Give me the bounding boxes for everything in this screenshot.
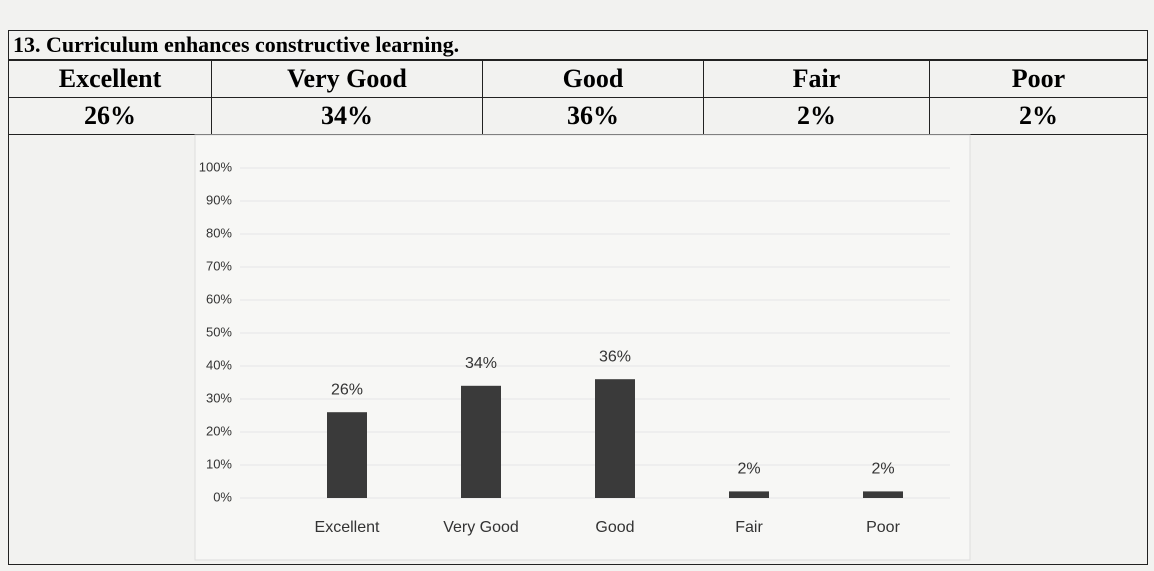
- response-table: Excellent Very Good Good Fair Poor 26% 3…: [9, 60, 1147, 135]
- document: 13. Curriculum enhances constructive lea…: [8, 30, 1148, 565]
- value-row: 26% 34% 36% 2% 2%: [9, 97, 1147, 135]
- question-title: 13. Curriculum enhances constructive lea…: [9, 31, 1147, 60]
- data-label: 36%: [599, 348, 631, 365]
- bar: [461, 385, 501, 498]
- data-label: 26%: [331, 381, 363, 398]
- x-tick-label: Poor: [866, 519, 900, 536]
- header-cell: Good: [482, 60, 704, 98]
- x-tick-label: Good: [595, 519, 634, 536]
- value-cell: 26%: [9, 97, 212, 135]
- y-tick-label: 50%: [206, 324, 232, 339]
- bar: [327, 412, 367, 498]
- data-label: 2%: [871, 461, 894, 478]
- header-cell: Poor: [929, 60, 1147, 98]
- x-tick-label: Excellent: [315, 519, 380, 536]
- value-cell: 2%: [929, 97, 1147, 135]
- data-label: 34%: [465, 355, 497, 372]
- y-tick-label: 10%: [206, 456, 232, 471]
- x-tick-label: Very Good: [443, 519, 519, 536]
- value-cell: 34%: [211, 97, 483, 135]
- bar: [595, 379, 635, 498]
- value-cell: 36%: [482, 97, 704, 135]
- data-label: 2%: [737, 461, 760, 478]
- y-tick-label: 80%: [206, 225, 232, 240]
- bar: [729, 491, 769, 498]
- chart-area: [194, 134, 971, 561]
- y-tick-label: 70%: [206, 258, 232, 273]
- x-tick-label: Fair: [735, 519, 763, 536]
- y-tick-label: 100%: [199, 159, 233, 174]
- y-tick-label: 40%: [206, 357, 232, 372]
- y-tick-label: 60%: [206, 291, 232, 306]
- bar: [863, 491, 903, 498]
- header-cell: Fair: [703, 60, 930, 98]
- y-tick-label: 20%: [206, 423, 232, 438]
- y-tick-label: 90%: [206, 192, 232, 207]
- y-tick-label: 30%: [206, 390, 232, 405]
- y-tick-label: 0%: [213, 489, 232, 504]
- value-cell: 2%: [703, 97, 930, 135]
